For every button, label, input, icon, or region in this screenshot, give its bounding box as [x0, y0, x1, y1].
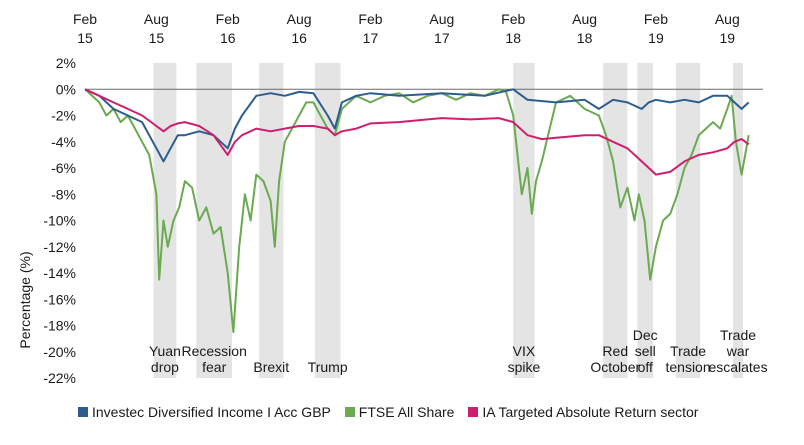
x-tick-label-1-year: 15 [149, 30, 165, 46]
y-tick-label-10: -18% [43, 318, 76, 334]
annotation-5-line-0: Red [602, 343, 628, 359]
y-tick-label-7: -12% [43, 239, 76, 255]
y-tick-label-8: -14% [43, 265, 76, 281]
y-tick-label-0: 2% [56, 55, 76, 71]
x-tick-label-5-year: 17 [434, 30, 450, 46]
shaded-periods [153, 63, 744, 378]
series-line-investec [84, 88, 750, 163]
series-line-ftse [84, 88, 750, 334]
y-axis-tick-labels: 2% 0% -2% -4% -6% -8% -10% -12% -14% -16% -18% -20%… [43, 55, 76, 386]
x-tick-label-4-month: Feb [358, 11, 382, 27]
x-tick-label-0-year: 15 [77, 30, 93, 46]
x-tick-label-2-month: Feb [216, 11, 240, 27]
shaded-period-8 [733, 63, 744, 378]
legend-swatch-ftse [344, 407, 355, 417]
legend-item-ia-sector: IA Targeted Absolute Return sector [468, 404, 698, 420]
x-tick-label-6-month: Feb [501, 11, 525, 27]
annotation-6-line-2: off [638, 359, 653, 375]
annotation-6-line-1: sell [635, 343, 656, 359]
x-axis-tick-labels: Feb 15 Aug 15 Feb 16 Aug 16 Feb 17 Aug 17 Feb 18 Aug 18… [73, 11, 740, 46]
y-tick-label-6: -10% [43, 213, 76, 229]
legend: Investec Diversified Income I Acc GBP FT… [78, 404, 708, 420]
series-lines [84, 88, 750, 334]
series-line-ia-sector [84, 88, 750, 176]
x-tick-label-3-year: 16 [291, 30, 307, 46]
y-tick-label-4: -6% [51, 160, 76, 176]
x-tick-label-0-month: Feb [73, 11, 97, 27]
x-tick-label-8-year: 19 [648, 30, 664, 46]
shaded-period-0 [153, 63, 177, 378]
shaded-period-5 [603, 63, 628, 378]
x-tick-label-1-month: Aug [144, 11, 169, 27]
legend-label-investec: Investec Diversified Income I Acc GBP [92, 404, 331, 420]
shaded-period-2 [259, 63, 284, 378]
annotation-7-line-0: Trade [670, 343, 706, 359]
y-tick-label-1: 0% [56, 81, 76, 97]
annotation-0-line-1: drop [151, 359, 179, 375]
y-tick-label-11: -20% [43, 344, 76, 360]
legend-label-ia-sector: IA Targeted Absolute Return sector [482, 404, 699, 420]
annotation-4-line-0: VIX [513, 343, 536, 359]
annotation-8-line-1: war [726, 343, 750, 359]
shaded-period-4 [513, 63, 535, 378]
x-tick-label-9-month: Aug [715, 11, 740, 27]
y-tick-label-2: -2% [51, 108, 76, 124]
annotation-1-line-1: fear [202, 359, 226, 375]
annotation-4-line-1: spike [508, 359, 541, 375]
annotation-8-line-2: escalates [708, 359, 767, 375]
shaded-period-7 [675, 63, 701, 378]
x-tick-label-4-year: 17 [363, 30, 379, 46]
y-tick-label-5: -8% [51, 186, 76, 202]
annotation-0-line-0: Yuan [149, 343, 181, 359]
x-tick-label-7-year: 18 [577, 30, 593, 46]
annotation-2-line-0: Brexit [253, 359, 289, 375]
y-tick-label-3: -4% [51, 134, 76, 150]
x-tick-label-2-year: 16 [220, 30, 236, 46]
x-tick-label-6-year: 18 [505, 30, 521, 46]
y-axis-label: Percentage (%) [17, 251, 33, 348]
x-tick-label-3-month: Aug [287, 11, 312, 27]
legend-item-investec: Investec Diversified Income I Acc GBP [78, 404, 331, 420]
x-tick-label-8-month: Feb [644, 11, 668, 27]
annotation-6-line-0: Dec [633, 327, 658, 343]
x-tick-label-5-month: Aug [429, 11, 454, 27]
x-tick-label-9-year: 19 [720, 30, 736, 46]
annotation-3-line-0: Trump [308, 359, 348, 375]
shaded-period-1 [196, 63, 233, 378]
x-tick-label-7-month: Aug [572, 11, 597, 27]
y-tick-label-9: -16% [43, 291, 76, 307]
annotation-1-line-0: Recession [181, 343, 246, 359]
y-tick-label-12: -22% [43, 370, 76, 386]
legend-swatch-ia-sector [468, 407, 479, 417]
legend-label-ftse: FTSE All Share [358, 404, 455, 420]
annotation-5-line-1: October [590, 359, 640, 375]
legend-item-ftse: FTSE All Share [344, 404, 455, 420]
annotation-8-line-0: Trade [720, 327, 756, 343]
annotation-7-line-1: tension [665, 359, 710, 375]
legend-swatch-investec [78, 407, 88, 417]
